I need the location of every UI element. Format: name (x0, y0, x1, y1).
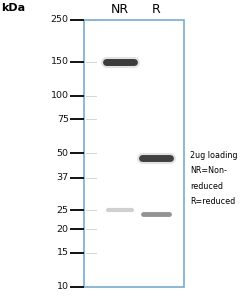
Text: 15: 15 (57, 248, 69, 257)
Text: 2ug loading: 2ug loading (190, 151, 238, 160)
Text: 10: 10 (57, 282, 69, 291)
Text: NR=Non-: NR=Non- (190, 166, 227, 175)
Text: kDa: kDa (1, 3, 25, 13)
Text: 100: 100 (51, 91, 69, 100)
Text: 75: 75 (57, 115, 69, 124)
Text: 37: 37 (56, 173, 69, 182)
Text: 50: 50 (57, 148, 69, 158)
Text: 20: 20 (57, 224, 69, 233)
Text: 250: 250 (51, 15, 69, 24)
Text: 150: 150 (51, 57, 69, 66)
Text: R: R (152, 3, 160, 16)
Text: NR: NR (111, 3, 129, 16)
Text: 25: 25 (57, 206, 69, 215)
Text: reduced: reduced (190, 182, 223, 191)
Text: R=reduced: R=reduced (190, 197, 235, 206)
